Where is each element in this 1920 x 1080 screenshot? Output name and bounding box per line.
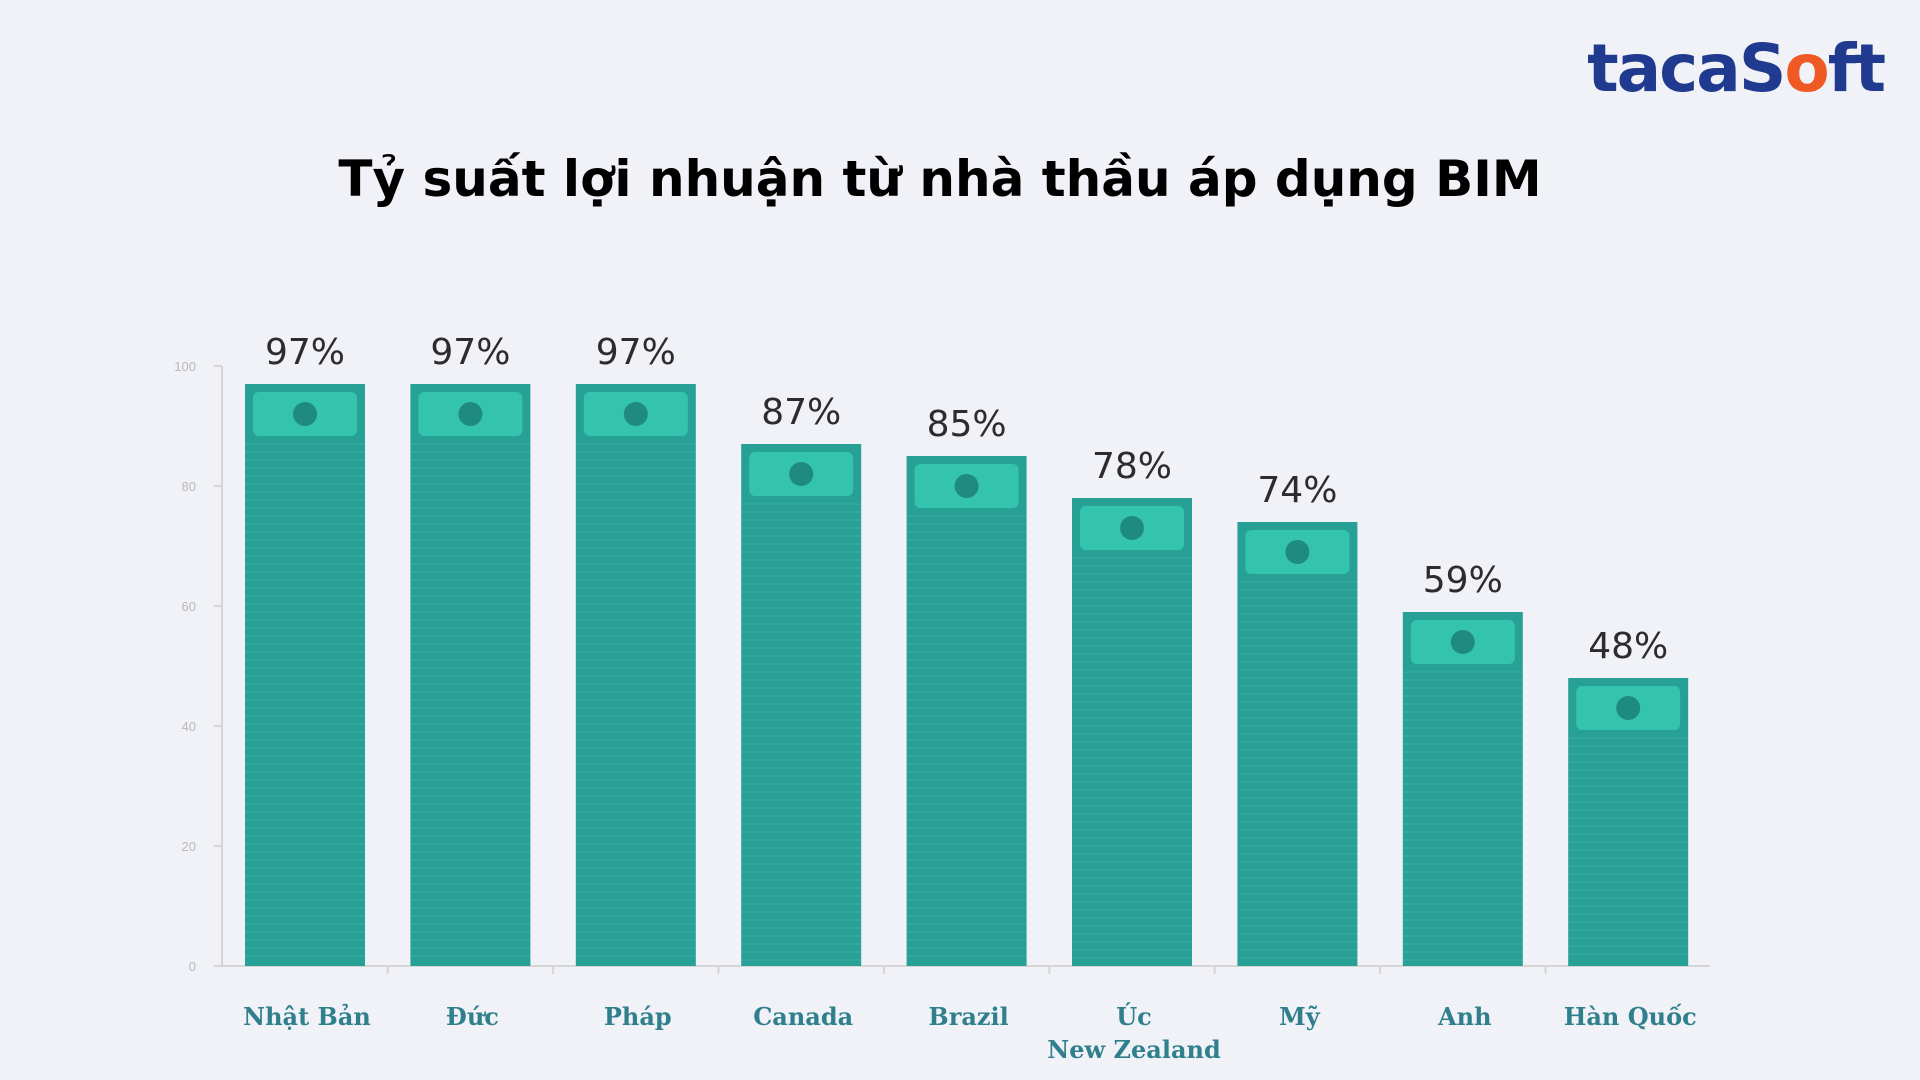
x-category-label: Brazil (928, 1002, 1008, 1031)
x-category-label: Hàn Quốc (1564, 1002, 1697, 1031)
bar (410, 384, 531, 966)
logo-text-s: S (1738, 30, 1787, 107)
bar (1237, 522, 1358, 966)
bar (906, 456, 1027, 966)
logo-text-o: o (1784, 30, 1829, 107)
bar-dot (954, 474, 979, 498)
y-tick-label: 60 (182, 599, 196, 614)
bar-dot (293, 402, 317, 426)
bar (245, 384, 365, 966)
x-category-label: Canada (753, 1002, 853, 1031)
bar-value-label: 78% (1092, 446, 1172, 487)
bar-dot (1616, 696, 1641, 720)
y-tick-label: 80 (182, 479, 196, 494)
bar (1072, 498, 1192, 966)
bar-dot (1120, 516, 1144, 540)
x-category-label-line: Hàn Quốc (1564, 1002, 1697, 1031)
x-category-label-line: Đức (446, 1002, 499, 1031)
bar-dot (789, 462, 814, 486)
x-category-label-line: Anh (1437, 1002, 1492, 1031)
x-category-label-line: Pháp (604, 1002, 672, 1031)
tacasoft-logo: tacaSoft (1587, 36, 1886, 102)
bar-value-label: 97% (430, 332, 510, 373)
bar (741, 444, 862, 966)
bar-value-label: 87% (761, 392, 841, 433)
y-tick-label: 40 (182, 719, 196, 734)
x-category-label-line: Mỹ (1279, 1002, 1321, 1031)
y-tick-label: 20 (182, 839, 196, 854)
bar (1402, 612, 1523, 966)
chart-title: Tỷ suất lợi nhuận từ nhà thầu áp dụng BI… (338, 150, 1542, 208)
x-category-label: Nhật Bản (243, 1002, 371, 1031)
x-category-label: Mỹ (1279, 1002, 1321, 1031)
x-category-label-line: Canada (753, 1002, 853, 1031)
bar-dot (1285, 540, 1310, 564)
x-category-label-line: Nhật Bản (243, 1002, 371, 1031)
bar (575, 384, 696, 966)
x-category-label: Anh (1437, 1002, 1492, 1031)
y-tick-label: 100 (174, 359, 196, 374)
bar-dot (623, 402, 648, 426)
x-category-label-line: Brazil (928, 1002, 1008, 1031)
bar-value-label: 97% (596, 332, 676, 373)
x-category-label: Pháp (604, 1002, 672, 1031)
bar-value-label: 97% (265, 332, 345, 373)
logo-text-taca: taca (1587, 30, 1741, 107)
logo-text-ft: ft (1827, 30, 1886, 107)
bar-dot (1450, 630, 1475, 654)
bar-value-label: 85% (927, 404, 1007, 445)
bar-value-label: 74% (1257, 470, 1337, 511)
y-tick-label: 0 (189, 959, 196, 974)
x-category-label-line: New Zealand (1047, 1035, 1221, 1064)
x-category-label-line: Úc (1116, 1002, 1152, 1031)
bar-value-label: 59% (1423, 560, 1503, 601)
x-category-label: Đức (446, 1002, 499, 1031)
bar-value-label: 48% (1588, 626, 1668, 667)
x-category-label: Úc New Zealand (1047, 1002, 1221, 1064)
bar-dot (458, 402, 483, 426)
